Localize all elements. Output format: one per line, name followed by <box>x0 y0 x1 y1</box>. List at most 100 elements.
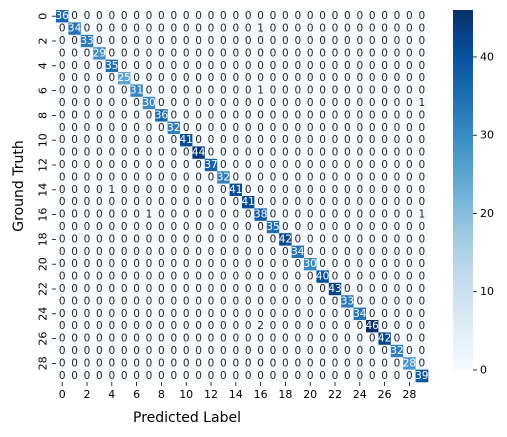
cell-value-label: 0 <box>195 122 202 134</box>
cell-value-label: 0 <box>394 357 401 369</box>
cell-value-label: 0 <box>108 308 115 320</box>
cell-value-label: 0 <box>71 357 78 369</box>
cell-value-label: 0 <box>307 295 314 307</box>
cell-value-label: 0 <box>220 47 227 59</box>
cell-value-label: 0 <box>381 60 388 72</box>
cell-value-label: 0 <box>170 246 177 258</box>
cell-value-label: 34 <box>353 308 367 320</box>
cell-value-label: 0 <box>108 357 115 369</box>
cell-value-label: 0 <box>133 196 140 208</box>
cell-value-label: 0 <box>394 109 401 121</box>
cell-value-label: 0 <box>257 357 264 369</box>
cell-value-label: 0 <box>158 295 165 307</box>
cell-value-label: 0 <box>71 370 78 382</box>
cell-value-label: 0 <box>96 23 103 35</box>
cell-value-label: 0 <box>108 233 115 245</box>
cell-value-label: 0 <box>108 345 115 357</box>
cell-value-label: 0 <box>356 159 363 171</box>
cell-value-label: 0 <box>84 333 91 345</box>
cell-value-label: 0 <box>270 147 277 159</box>
cell-value-label: 0 <box>307 85 314 97</box>
cell-value-label: 0 <box>158 47 165 59</box>
cell-value-label: 0 <box>146 109 153 121</box>
cell-value-label: 0 <box>195 345 202 357</box>
cell-value-label: 0 <box>406 122 413 134</box>
cell-value-label: 0 <box>158 258 165 270</box>
cell-value-label: 0 <box>84 258 91 270</box>
cell-value-label: 2 <box>257 320 264 332</box>
cell-value-label: 0 <box>270 196 277 208</box>
cell-value-label: 0 <box>356 333 363 345</box>
cell-value-label: 0 <box>96 258 103 270</box>
cell-value-label: 0 <box>307 209 314 221</box>
cell-value-label: 0 <box>195 209 202 221</box>
cell-value-label: 0 <box>121 159 128 171</box>
cell-value-label: 0 <box>232 246 239 258</box>
cell-value-label: 0 <box>170 370 177 382</box>
cell-value-label: 0 <box>369 85 376 97</box>
cell-value-label: 0 <box>356 246 363 258</box>
y-tick-label: 12 <box>37 158 50 172</box>
cell-value-label: 0 <box>195 308 202 320</box>
cell-value-label: 0 <box>208 47 215 59</box>
colorbar-tick-label: 10 <box>480 285 494 298</box>
cell-value-label: 0 <box>245 122 252 134</box>
cell-value-label: 0 <box>158 147 165 159</box>
cell-value-label: 35 <box>266 221 279 233</box>
cell-value-label: 0 <box>344 370 351 382</box>
cell-value-label: 0 <box>381 196 388 208</box>
cell-value-label: 1 <box>257 85 264 97</box>
cell-value-label: 0 <box>307 345 314 357</box>
cell-value-label: 0 <box>59 122 66 134</box>
cell-value-label: 0 <box>245 134 252 146</box>
cell-value-label: 0 <box>195 85 202 97</box>
cell-value-label: 0 <box>270 283 277 295</box>
cell-value-label: 0 <box>170 85 177 97</box>
cell-value-label: 0 <box>158 308 165 320</box>
cell-value-label: 0 <box>294 60 301 72</box>
cell-value-label: 0 <box>232 72 239 84</box>
cell-value-label: 0 <box>208 97 215 109</box>
y-tick-label: 20 <box>37 257 50 271</box>
cell-value-label: 0 <box>133 159 140 171</box>
cell-value-label: 0 <box>71 159 78 171</box>
cell-value-label: 0 <box>418 320 425 332</box>
cell-value-label: 35 <box>105 60 118 72</box>
cell-value-label: 0 <box>319 10 326 22</box>
cell-value-label: 0 <box>344 246 351 258</box>
cell-value-label: 0 <box>282 196 289 208</box>
cell-value-label: 36 <box>155 109 169 121</box>
cell-value-label: 0 <box>220 184 227 196</box>
cell-value-label: 0 <box>232 209 239 221</box>
x-tick-label: 0 <box>59 388 66 401</box>
cell-value-label: 0 <box>220 258 227 270</box>
cell-value-label: 0 <box>294 271 301 283</box>
cell-value-label: 0 <box>108 72 115 84</box>
cell-value-label: 0 <box>96 184 103 196</box>
cell-value-label: 0 <box>195 233 202 245</box>
cell-value-label: 0 <box>270 320 277 332</box>
cell-value-label: 0 <box>282 122 289 134</box>
cell-value-label: 0 <box>133 357 140 369</box>
cell-value-label: 0 <box>356 283 363 295</box>
cell-value-label: 0 <box>406 283 413 295</box>
cell-value-label: 0 <box>418 171 425 183</box>
cell-value-label: 0 <box>59 171 66 183</box>
cell-value-label: 0 <box>220 109 227 121</box>
cell-value-label: 0 <box>344 233 351 245</box>
cell-value-label: 0 <box>146 295 153 307</box>
cell-value-label: 0 <box>319 370 326 382</box>
cell-value-label: 0 <box>282 134 289 146</box>
cell-value-label: 0 <box>319 47 326 59</box>
cell-value-label: 0 <box>108 159 115 171</box>
cell-value-label: 0 <box>344 134 351 146</box>
cell-value-label: 0 <box>406 221 413 233</box>
cell-value-label: 0 <box>418 345 425 357</box>
cell-value-label: 0 <box>108 320 115 332</box>
cell-value-label: 0 <box>319 23 326 35</box>
cell-value-label: 0 <box>307 72 314 84</box>
cell-value-label: 0 <box>257 109 264 121</box>
cell-value-label: 0 <box>332 295 339 307</box>
cell-value-label: 0 <box>270 345 277 357</box>
cell-value-label: 0 <box>307 147 314 159</box>
